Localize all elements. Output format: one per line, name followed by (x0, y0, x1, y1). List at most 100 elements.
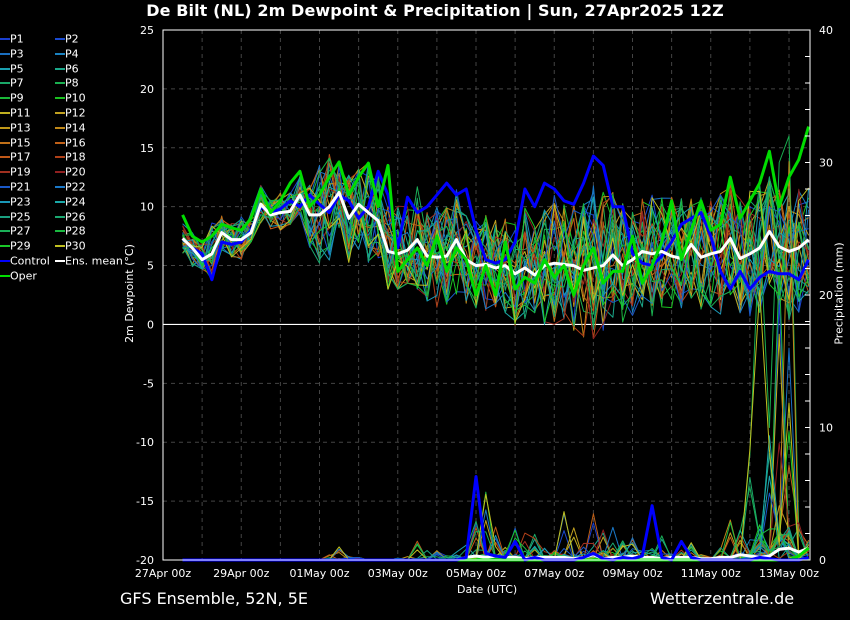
legend-item: P11 (0, 105, 31, 120)
legend-item: P30 (55, 238, 86, 253)
legend-swatch (55, 200, 65, 203)
legend-label: P25 (10, 210, 31, 224)
y-tick-label-left: 15 (140, 142, 154, 155)
precip-line-P29 (182, 431, 809, 561)
y-tick-label-right: 40 (819, 24, 833, 37)
legend-swatch (0, 245, 10, 248)
legend-swatch (0, 67, 10, 70)
legend-label: Control (10, 254, 50, 268)
legend-item: P23 (0, 194, 31, 209)
legend-label: P17 (10, 150, 31, 164)
precip-line-P24 (182, 435, 809, 561)
legend-item: P13 (0, 120, 31, 135)
precip-line-P28 (182, 491, 809, 561)
legend-label: P3 (10, 47, 24, 61)
legend-swatch (55, 82, 65, 85)
dewpoint-control-line (181, 154, 810, 291)
legend-swatch (0, 274, 10, 277)
y-tick-label-left: 0 (147, 318, 154, 331)
legend-label: P4 (65, 47, 79, 61)
precip-line-P9 (182, 267, 809, 561)
precip-line-P2 (182, 299, 809, 561)
legend-label: P28 (65, 224, 86, 238)
y-tick-label-left: -15 (136, 495, 154, 508)
legend-item: P2 (55, 31, 79, 46)
legend-item: P16 (55, 135, 86, 150)
legend-label: P8 (65, 76, 79, 90)
legend-item: P21 (0, 179, 31, 194)
legend-label: P12 (65, 106, 86, 120)
axes: -20 -15 -10 -5 0 5 10 15 20 25 0 10 20 30 40 27Apr 00z 2… (135, 24, 833, 580)
legend-item: P28 (55, 223, 86, 238)
y-tick-label-left: 20 (140, 83, 154, 96)
legend-item: P12 (55, 105, 86, 120)
legend-swatch (55, 215, 65, 218)
legend-swatch (55, 112, 65, 114)
legend-item: P26 (55, 209, 86, 224)
legend-swatch (0, 126, 10, 129)
legend-label: P30 (65, 239, 86, 253)
precip-line-P7 (182, 477, 809, 561)
x-tick-label: 07May 00z (524, 567, 584, 580)
legend-label: P24 (65, 195, 86, 209)
legend-label: P18 (65, 150, 86, 164)
chart-title: De Bilt (NL) 2m Dewpoint & Precipitation… (146, 1, 724, 20)
legend-swatch (55, 260, 65, 262)
legend-label: P20 (65, 165, 86, 179)
footer-source: Wetterzentrale.de (650, 589, 795, 608)
legend-swatch (0, 200, 10, 203)
legend-item: P20 (55, 164, 86, 179)
x-tick-label: 13May 00z (759, 567, 819, 580)
x-tick-label: 05May 00z (446, 567, 506, 580)
legend-item: P4 (55, 46, 79, 61)
x-tick-label: 03May 00z (368, 567, 428, 580)
legend-item: P1 (0, 31, 24, 46)
legend-item: P29 (0, 238, 31, 253)
legend-item: P14 (55, 120, 86, 135)
legend-swatch (55, 97, 65, 100)
legend-label: P1 (10, 32, 24, 46)
legend-label: Ens. mean (65, 254, 123, 268)
legend-label: P26 (65, 210, 86, 224)
y-tick-label-left: -10 (136, 436, 154, 449)
legend-item: P3 (0, 46, 24, 61)
legend-swatch (0, 112, 10, 114)
y-tick-label-left: 10 (140, 201, 154, 214)
legend-swatch (55, 230, 65, 233)
y-tick-label-right: 0 (819, 554, 826, 567)
legend-swatch (0, 38, 10, 40)
legend-item: P19 (0, 164, 31, 179)
legend-swatch (0, 215, 10, 218)
legend-label: P21 (10, 180, 31, 194)
legend-item: P6 (55, 61, 79, 76)
legend-item: P25 (0, 209, 31, 224)
legend-label: P9 (10, 91, 24, 105)
legend-item: P17 (0, 149, 31, 164)
legend-label: P27 (10, 224, 31, 238)
legend-swatch (55, 245, 65, 248)
legend-label: P13 (10, 121, 31, 135)
legend-swatch (55, 171, 65, 174)
precip-line-P27 (182, 487, 809, 561)
x-tick-label: 09May 00z (602, 567, 662, 580)
legend-label: P19 (10, 165, 31, 179)
legend-item: P5 (0, 61, 24, 76)
legend-swatch (0, 186, 10, 188)
legend-label: P23 (10, 195, 31, 209)
legend-swatch (0, 97, 10, 100)
legend-item: Ens. mean (55, 253, 123, 268)
y-tick-label-left: 25 (140, 24, 154, 37)
y-tick-label-left: -5 (143, 377, 154, 390)
x-tick-label: 27Apr 00z (135, 567, 192, 580)
legend-swatch (0, 141, 10, 144)
y-tick-label-left: -20 (136, 554, 154, 567)
y-axis-label-left: 2m Dewpoint (°C) (122, 244, 136, 343)
legend-label: P6 (65, 62, 79, 76)
legend-item: P9 (0, 90, 24, 105)
legend-label: P10 (65, 91, 86, 105)
legend-swatch (55, 126, 65, 129)
x-tick-label: 11May 00z (681, 567, 741, 580)
legend-item: P8 (55, 75, 79, 90)
legend-swatch (0, 260, 10, 262)
legend-swatch (0, 156, 10, 159)
